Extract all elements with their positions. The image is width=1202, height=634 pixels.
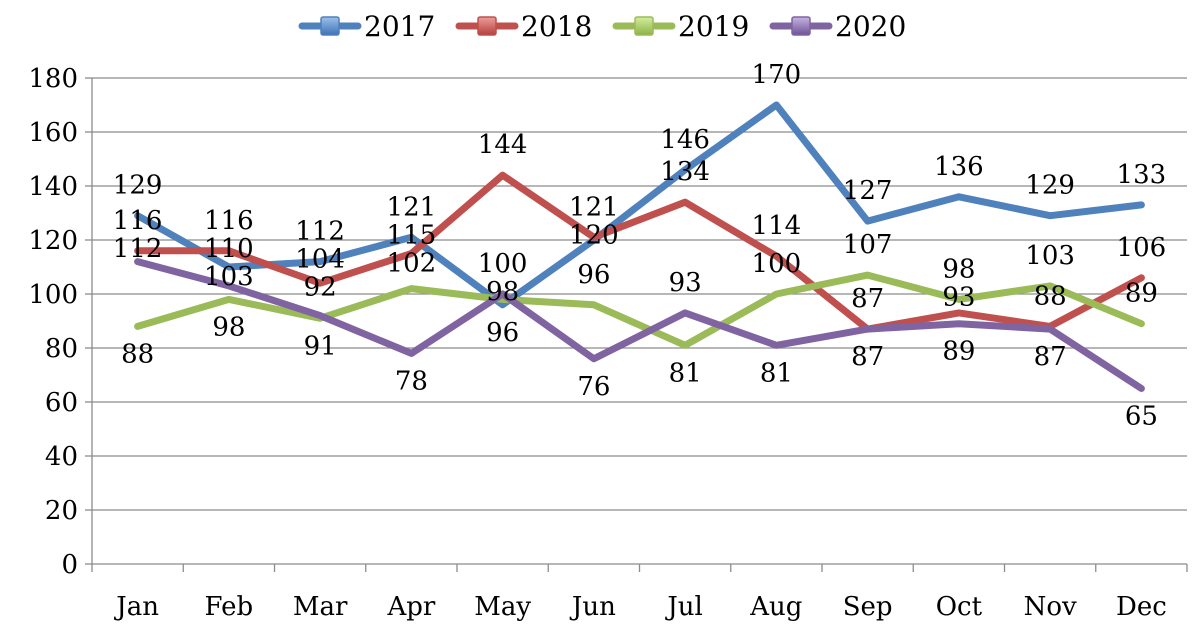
x-tick-label: Jun [569, 592, 616, 622]
x-tick-label: Aug [749, 592, 802, 622]
data-label: 129 [1025, 171, 1075, 201]
data-label: 110 [204, 234, 254, 264]
data-label: 112 [295, 217, 345, 247]
y-tick-label: 120 [28, 226, 78, 256]
data-label: 93 [669, 268, 702, 298]
y-tick-label: 20 [45, 496, 78, 526]
data-label: 98 [212, 312, 245, 342]
y-tick-label: 140 [28, 172, 78, 202]
data-label: 87 [851, 342, 884, 372]
data-label: 78 [395, 366, 428, 396]
data-label: 144 [478, 130, 528, 160]
legend-item-2019: 2019 [612, 10, 749, 43]
data-label: 116 [113, 206, 163, 236]
legend-label: 2018 [521, 10, 592, 43]
gridlines [92, 77, 1187, 511]
series-line-2019 [134, 271, 1145, 349]
legend-marker [791, 16, 811, 36]
x-tick-label: Nov [1024, 592, 1077, 622]
data-label: 120 [569, 220, 619, 250]
data-label: 98 [942, 254, 975, 284]
data-label: 81 [760, 358, 793, 388]
data-label: 96 [577, 260, 610, 290]
x-tick-label: Sep [843, 592, 893, 622]
data-label: 87 [1034, 342, 1067, 372]
y-tick-label: 180 [28, 64, 78, 94]
legend-item-2018: 2018 [455, 10, 592, 43]
x-tick-label: Jul [664, 592, 702, 622]
data-label: 170 [752, 60, 802, 90]
data-label: 103 [204, 262, 254, 292]
data-label: 87 [851, 284, 884, 314]
legend-label: 2019 [678, 10, 749, 43]
x-tick-label: Feb [205, 592, 254, 622]
x-tick-label: Oct [936, 592, 983, 622]
data-label: 76 [577, 372, 610, 402]
series-line-2017 [134, 101, 1145, 309]
data-label: 103 [1025, 241, 1075, 271]
legend-marker [634, 16, 654, 36]
data-label: 100 [752, 249, 802, 279]
data-label: 114 [752, 211, 802, 241]
data-label: 89 [1125, 279, 1158, 309]
data-label: 112 [113, 234, 163, 264]
data-label: 133 [1117, 160, 1167, 190]
data-label: 136 [934, 152, 984, 182]
data-label: 129 [113, 171, 163, 201]
data-label: 92 [304, 273, 337, 303]
data-label: 88 [1034, 281, 1067, 311]
data-label: 96 [486, 318, 519, 348]
data-label: 127 [843, 176, 893, 206]
y-tick-label: 100 [28, 280, 78, 310]
data-labels: 1291161128811611010398112104929112111510… [113, 60, 1166, 432]
data-label: 146 [660, 125, 710, 155]
y-tick-label: 60 [45, 388, 78, 418]
data-label: 100 [478, 249, 528, 279]
legend-marker [477, 16, 497, 36]
y-tick-label: 40 [45, 442, 78, 472]
legend-marker [320, 16, 340, 36]
series-lines [134, 101, 1145, 392]
axes: 0 20 40 60 80 100 120 140 160 180 Jan Feb Mar Apr May J… [28, 64, 1188, 622]
y-tick-label: 80 [45, 334, 78, 364]
legend-item-2017: 2017 [298, 10, 435, 43]
data-label: 89 [942, 337, 975, 367]
x-tick-label: Jan [113, 592, 159, 622]
y-tick-label: 0 [61, 550, 78, 580]
x-tick-label: May [474, 592, 531, 622]
data-label: 121 [387, 192, 437, 222]
data-label: 121 [569, 192, 619, 222]
x-tick-label: Mar [293, 592, 348, 622]
legend-label: 2017 [364, 10, 435, 43]
data-label: 116 [204, 206, 254, 236]
series-line-2020 [134, 258, 1145, 392]
legend: 2017 2018 2019 2020 [298, 10, 906, 43]
data-label: 91 [304, 331, 337, 361]
data-label: 134 [660, 157, 710, 187]
legend-label: 2020 [835, 10, 906, 43]
data-label: 115 [387, 220, 437, 250]
data-label: 81 [669, 358, 702, 388]
x-tick-label: Apr [386, 592, 435, 622]
data-label: 88 [121, 339, 154, 369]
y-tick-label: 160 [28, 118, 78, 148]
data-label: 102 [387, 248, 437, 278]
data-label: 65 [1125, 402, 1158, 432]
legend-item-2020: 2020 [769, 10, 906, 43]
data-label: 106 [1117, 233, 1167, 263]
data-label: 104 [295, 245, 345, 275]
x-tick-label: Dec [1116, 592, 1167, 622]
data-label: 107 [843, 230, 893, 260]
data-label: 93 [942, 282, 975, 312]
series-line-2018 [134, 171, 1145, 333]
data-label: 98 [486, 277, 519, 307]
